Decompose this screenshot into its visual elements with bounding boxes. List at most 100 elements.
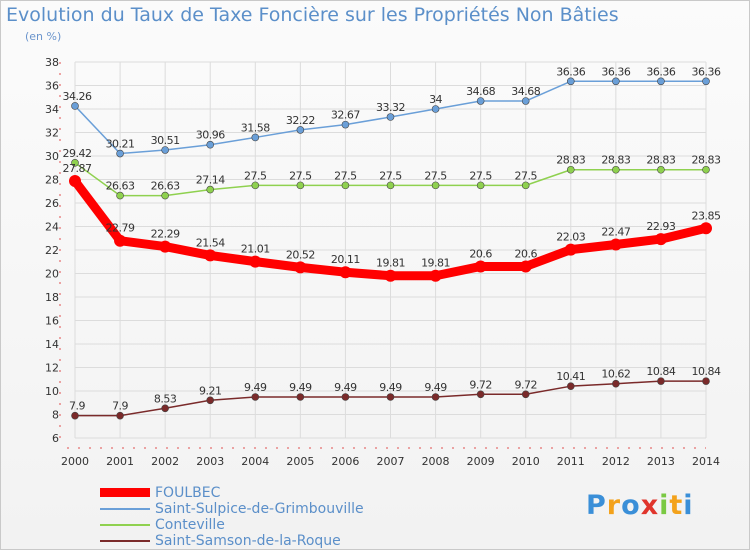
- data-point: [116, 191, 124, 200]
- x-tick-label: 2000: [61, 455, 89, 468]
- x-tick-label: 2009: [467, 455, 495, 468]
- y-tick-label: 28: [45, 174, 59, 187]
- data-label: 29.42: [63, 147, 92, 160]
- data-label: 20.11: [331, 253, 360, 266]
- data-label: 30.96: [196, 129, 225, 142]
- y-tick-label: 26: [45, 197, 59, 210]
- data-point: [609, 238, 622, 251]
- data-label: 31.58: [241, 121, 270, 134]
- data-point: [339, 266, 352, 279]
- data-point: [612, 379, 620, 388]
- logo-letter: o: [621, 490, 641, 521]
- data-label: 32.22: [286, 114, 315, 127]
- data-point: [69, 175, 81, 188]
- data-point: [654, 233, 667, 246]
- data-label: 7.9: [112, 400, 128, 413]
- data-point: [612, 165, 620, 174]
- x-axis: 2000 2001 2002 2003 2004 2005 2006 2007 2008 2009…: [61, 447, 720, 468]
- data-point: [161, 404, 169, 413]
- data-point: [564, 243, 577, 256]
- x-tick-label: 2001: [106, 455, 134, 468]
- data-point: [431, 181, 440, 190]
- data-label: 32.67: [331, 109, 360, 122]
- data-label: 10.84: [646, 365, 675, 378]
- x-tick-label: 2011: [557, 455, 585, 468]
- data-point: [476, 390, 485, 399]
- data-label: 26.63: [106, 180, 135, 193]
- data-point: [116, 149, 124, 158]
- data-label: 27.5: [289, 169, 312, 182]
- data-label: 20.6: [514, 247, 537, 260]
- data-point: [341, 393, 350, 401]
- y-tick-label: 16: [45, 315, 59, 328]
- data-point: [700, 222, 712, 235]
- data-label: 27.87: [63, 162, 92, 175]
- data-label: 27.5: [334, 169, 357, 182]
- data-label: 27.14: [196, 174, 225, 187]
- data-point: [566, 165, 575, 174]
- data-point: [296, 393, 305, 401]
- data-point: [702, 165, 710, 174]
- data-label: 9.49: [289, 381, 312, 394]
- data-point: [71, 102, 79, 110]
- series-layer: [69, 77, 712, 420]
- x-tick-label: 2003: [196, 455, 224, 468]
- logo-letter: x: [640, 490, 660, 521]
- data-point: [159, 240, 172, 253]
- y-tick-label: 6: [52, 432, 59, 445]
- legend-label: Saint-Samson-de-la-Roque: [155, 533, 341, 549]
- y-tick-label: 10: [45, 385, 59, 398]
- data-point: [114, 234, 127, 247]
- data-point: [566, 382, 575, 390]
- data-label: 27.5: [469, 169, 492, 182]
- data-label: 27.5: [514, 169, 537, 182]
- data-label: 34.26: [63, 90, 92, 103]
- data-point: [657, 165, 665, 174]
- data-label: 10.62: [601, 368, 630, 381]
- x-tick-label: 2002: [151, 455, 179, 468]
- legend-swatch: [100, 524, 150, 526]
- logo-letter: r: [606, 490, 622, 521]
- data-point: [116, 411, 124, 420]
- data-label: 36.36: [601, 65, 630, 78]
- x-tick-label: 2005: [286, 455, 314, 468]
- grid: [74, 61, 707, 439]
- data-label: 26.63: [151, 180, 180, 193]
- y-tick-label: 8: [52, 409, 59, 422]
- logo-letter: i: [683, 490, 694, 521]
- data-point: [657, 377, 665, 385]
- data-point: [251, 393, 260, 401]
- data-labels: 27.87 22.79 22.29 21.54 21.01 20.52 20.11 19.81…: [63, 65, 722, 413]
- data-point: [384, 269, 397, 282]
- logo-letter: P: [586, 490, 607, 521]
- data-point: [521, 181, 530, 190]
- y-tick-label: 30: [45, 150, 59, 163]
- data-label: 34.68: [511, 85, 540, 98]
- data-point: [431, 105, 440, 113]
- data-point: [294, 261, 307, 274]
- data-point: [657, 77, 665, 86]
- logo-letter: i: [659, 490, 670, 521]
- data-label: 20.52: [286, 248, 315, 261]
- data-point: [161, 191, 169, 200]
- y-tick-label: 18: [45, 291, 59, 304]
- data-label: 22.29: [151, 228, 180, 241]
- x-tick-label: 2012: [602, 455, 630, 468]
- proxiti-logo: Proxiti: [586, 490, 694, 521]
- legend-label: Conteville: [155, 517, 225, 533]
- legend-label: FOULBEC: [155, 485, 221, 501]
- data-label: 9.72: [469, 378, 492, 391]
- data-point: [386, 393, 395, 401]
- x-tick-label: 2013: [647, 455, 675, 468]
- data-label: 9.49: [424, 381, 447, 394]
- data-point: [206, 396, 215, 405]
- x-tick-label: 2006: [331, 455, 359, 468]
- data-label: 19.81: [376, 257, 405, 270]
- y-tick-label: 38: [45, 56, 59, 69]
- data-point: [249, 255, 262, 268]
- data-label: 28.83: [601, 154, 630, 167]
- data-label: 30.51: [151, 134, 180, 147]
- data-point: [161, 146, 169, 154]
- data-label: 9.49: [334, 381, 357, 394]
